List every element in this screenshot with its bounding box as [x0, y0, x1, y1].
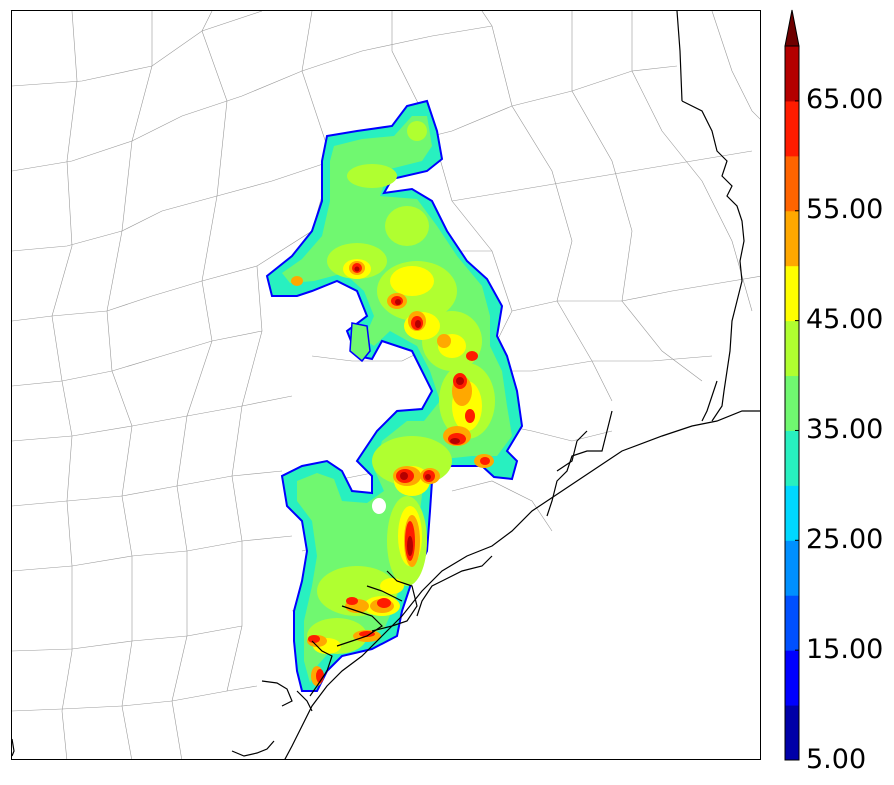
colorbar-band	[785, 155, 799, 212]
colorbar-tick-label: 55.00	[806, 194, 884, 225]
precip-holes	[372, 498, 386, 514]
colorbar-tick-label: 65.00	[806, 84, 884, 115]
colorbar-extend-arrow	[784, 9, 800, 47]
colorbar-band	[785, 210, 799, 267]
colorbar-tick-label: 15.00	[806, 634, 884, 665]
map-panel	[11, 10, 761, 760]
county-boundaries	[12, 11, 760, 759]
colorbar-band	[785, 540, 799, 596]
colorbar-tick-label: 25.00	[806, 524, 884, 555]
map-svg	[12, 11, 760, 759]
colorbar-band	[785, 265, 799, 322]
precip-field	[265, 99, 524, 692]
colorbar-band	[785, 320, 799, 377]
colorbar-band	[785, 100, 799, 157]
colorbar-tick-label: 5.00	[806, 744, 867, 775]
colorbar-band	[785, 46, 799, 102]
colorbar-band	[785, 705, 799, 761]
precip-65-plus	[354, 266, 464, 556]
colorbar-tick-label: 45.00	[806, 304, 884, 335]
colorbar-outline	[784, 45, 800, 761]
colorbar-band	[785, 485, 799, 541]
colorbar-band	[785, 375, 799, 431]
colorbar	[784, 9, 800, 761]
state-boundary	[676, 11, 683, 102]
coastline	[12, 100, 760, 759]
colorbar-tick-label: 35.00	[806, 414, 884, 445]
colorbar-band	[785, 430, 799, 486]
colorbar-band	[785, 650, 799, 706]
colorbar-band	[785, 595, 799, 651]
small-cell	[349, 322, 371, 363]
